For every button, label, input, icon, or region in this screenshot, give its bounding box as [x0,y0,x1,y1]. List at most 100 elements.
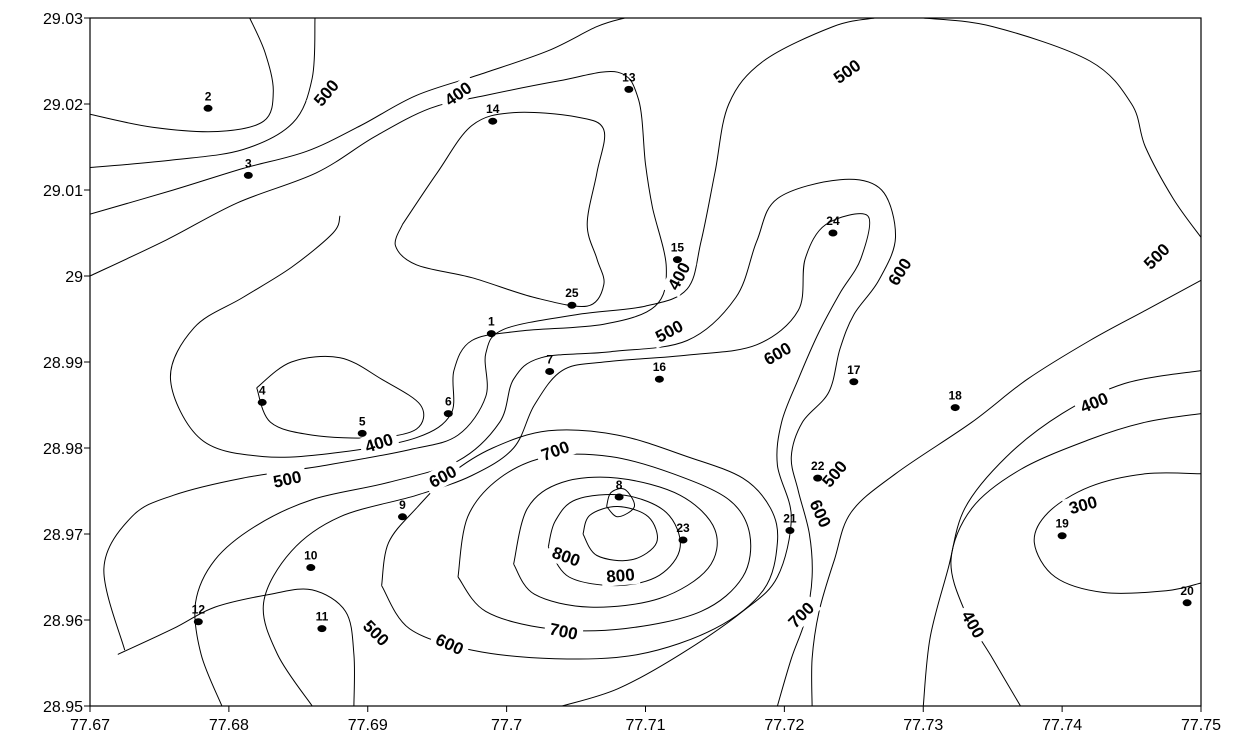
contour-label-group: 400 [436,74,480,113]
contour-label-bg [306,71,346,114]
y-tick-label: 28.95 [43,699,83,716]
station-point-11 [317,625,327,633]
station-label-8: 8 [616,478,623,492]
contour-label-bg [1136,235,1178,277]
station-label-25: 25 [565,286,579,300]
station-label-18: 18 [949,389,963,403]
contour-label-bg [545,540,588,573]
y-tick-label: 28.96 [43,613,83,630]
contour-label-bg [647,313,691,349]
contour-label-bg [355,612,397,654]
contour-label-group: 600 [428,627,472,662]
contour-label-bg [266,465,308,493]
station-label-2: 2 [205,89,212,103]
x-tick-label: 77.74 [1042,717,1082,734]
x-tick-label: 77.71 [625,717,665,734]
station-point-18 [950,404,960,412]
station-label-20: 20 [1180,584,1194,598]
axis-ticks: 77.67 77.68 77.69 77.7 77.71 77.72 77.73 77.74 7… [43,11,1221,734]
station-point-2 [203,104,213,112]
station-point-6 [443,410,453,418]
contour-label-group: 400 [955,602,992,646]
contour-line-600 [262,213,871,706]
station-label-11: 11 [316,610,329,624]
contour-line-300 [1033,472,1201,594]
y-tick-label: 29 [65,269,83,286]
x-tick-label: 77.69 [348,717,388,734]
y-tick-label: 29.01 [43,183,83,200]
contour-label-bg [814,452,855,495]
y-tick-label: 29.03 [43,11,83,28]
contour-label-group: 500 [1136,235,1178,277]
contour-line-400 [394,111,606,308]
contour-label-bg [881,250,919,294]
contour-line-500 [811,279,1201,706]
contour-label-group: 700 [533,434,577,467]
contour-label-group: 500 [355,612,397,654]
y-tick-label: 29.02 [43,97,83,114]
contour-line-400 [950,413,1201,706]
contour-label-group: 500 [825,52,869,91]
station-point-23 [678,536,688,544]
contour-label-group: 300 [1062,490,1104,520]
station-point-22 [813,474,823,482]
station-label-10: 10 [304,549,318,563]
contour-label-group: 600 [755,335,799,372]
station-point-15 [672,256,682,264]
station-label-9: 9 [399,498,406,512]
contour-label-bg [780,594,822,636]
station-point-5 [357,429,367,437]
station-point-3 [243,171,253,179]
contour-line-800 [582,505,658,562]
contour-line-500 [103,18,875,651]
contour-line-700 [513,476,718,608]
station-point-20 [1182,599,1192,607]
station-label-7: 7 [546,352,553,366]
contour-label-group: 500 [266,465,308,493]
station-point-17 [849,378,859,386]
y-tick-label: 28.97 [43,527,83,544]
contour-label-bg [600,563,641,587]
station-label-12: 12 [192,603,206,617]
x-tick-label: 77.73 [903,717,943,734]
x-tick-label: 77.7 [491,717,522,734]
contour-line-800 [547,493,681,587]
contour-label-bg [955,602,992,646]
contour-line-400 [90,70,667,458]
station-label-6: 6 [445,395,452,409]
station-point-13 [624,85,634,93]
contour-label-bg [542,617,585,645]
station-label-19: 19 [1055,517,1069,531]
station-point-9 [397,513,407,521]
station-point-25 [567,301,577,309]
contour-label-bg [755,335,799,372]
contour-label-group: 800 [600,563,641,587]
station-point-19 [1057,532,1067,540]
contour-label-group: 800 [545,540,588,573]
station-point-16 [654,375,664,383]
station-label-15: 15 [671,241,685,255]
contour-line-500 [117,588,356,706]
contour-line-500 [923,18,1201,238]
plot-frame [89,17,1202,707]
y-tick-label: 28.98 [43,441,83,458]
station-point-10 [306,564,316,572]
station-point-21 [785,527,795,535]
contour-label-bg [436,74,480,113]
contour-label-group: 400 [1072,386,1116,419]
contour-line-800 [606,487,635,518]
station-label-14: 14 [486,102,500,116]
station-point-1 [486,330,496,338]
contour-label-500: 500 [271,467,303,491]
station-point-4 [257,398,267,406]
station-label-3: 3 [245,156,252,170]
station-label-4: 4 [259,383,266,397]
x-tick-label: 77.68 [209,717,249,734]
station-label-24: 24 [826,214,840,228]
station-label-23: 23 [676,521,690,535]
contour-line-500 [256,355,425,439]
contour-label-300: 300 [1067,492,1099,518]
contour-label-bg [1072,386,1116,419]
